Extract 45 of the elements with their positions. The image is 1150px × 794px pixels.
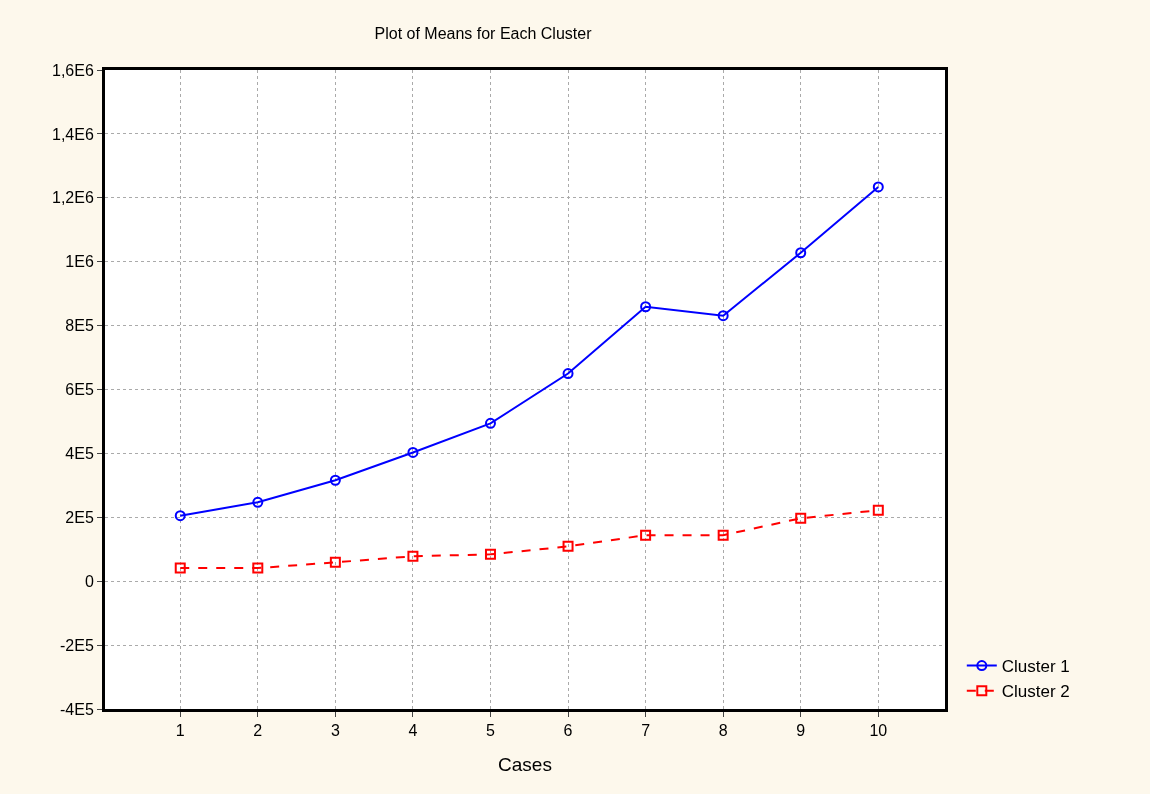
x-tick-label: 2 — [253, 722, 263, 740]
y-tick-label: 6E5 — [65, 381, 94, 399]
point — [562, 540, 574, 552]
chart-title: Plot of Means for Each Cluster — [374, 24, 593, 42]
y-tick-label: 8E5 — [65, 317, 94, 335]
y-tick-label: 1E6 — [65, 253, 94, 271]
point — [484, 548, 496, 560]
y-tick-label: 1,2E6 — [51, 189, 94, 207]
x-tick-label: 8 — [718, 722, 728, 740]
y-tick-label: 2E5 — [65, 508, 94, 526]
y-tick-label: 0 — [84, 572, 94, 590]
point — [717, 529, 729, 541]
point — [329, 474, 341, 486]
point — [717, 310, 729, 322]
x-tick-label: 7 — [641, 722, 651, 740]
point — [407, 550, 419, 562]
legend-label: Cluster 1 — [1001, 657, 1070, 677]
y-tick-label: 1,6E6 — [51, 61, 94, 79]
x-tick-label: 10 — [869, 722, 888, 740]
point — [252, 496, 264, 508]
y-tick-label: 4E5 — [65, 445, 94, 462]
point — [640, 529, 652, 541]
point — [795, 512, 807, 524]
point — [640, 301, 652, 313]
x-tick-label: 3 — [330, 722, 340, 740]
x-tick-label: 5 — [486, 722, 496, 740]
point — [872, 181, 884, 193]
x-tick-label: 9 — [796, 722, 806, 740]
point — [407, 446, 419, 458]
point — [562, 368, 574, 380]
x-axis-title: Cases — [498, 754, 552, 775]
y-tick-label: -2E5 — [60, 636, 94, 654]
point — [329, 556, 341, 568]
point — [872, 504, 884, 516]
y-tick-label: -4E5 — [60, 700, 94, 718]
point — [795, 247, 807, 259]
legend-label: Cluster 2 — [1001, 682, 1070, 702]
point — [484, 417, 496, 429]
point — [174, 562, 186, 574]
point — [252, 562, 264, 574]
x-tick-label: 1 — [175, 722, 185, 740]
x-tick-label: 4 — [408, 722, 418, 740]
x-tick-label: 6 — [563, 722, 573, 740]
point — [174, 510, 186, 522]
y-tick-label: 1,4E6 — [51, 125, 94, 143]
